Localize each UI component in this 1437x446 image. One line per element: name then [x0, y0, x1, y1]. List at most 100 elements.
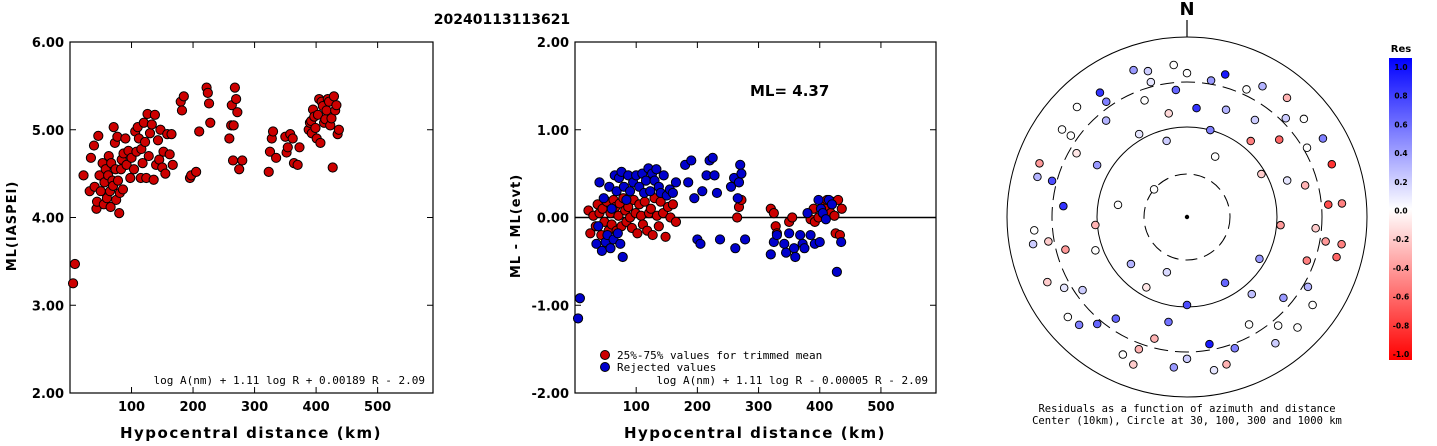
- data-point: [670, 177, 682, 188]
- data-point: [735, 159, 746, 170]
- station-residual-point: [1072, 148, 1081, 158]
- colorbar-gradient: [1389, 58, 1412, 360]
- polar-caption-line2: Center (10km), Circle at 30, 100, 300 an…: [1032, 415, 1342, 427]
- data-point: [795, 229, 806, 241]
- data-point: [611, 186, 622, 197]
- station-residual-point: [1118, 350, 1128, 359]
- station-residual-point: [1033, 172, 1042, 182]
- panel1-xtick-label: 500: [364, 400, 391, 415]
- station-residual-point: [1169, 60, 1178, 70]
- data-point: [667, 187, 678, 199]
- colorbar-tick-label: 0.4: [1394, 149, 1407, 158]
- data-point: [574, 293, 585, 304]
- station-residual-point: [1332, 252, 1341, 262]
- data-point: [621, 194, 632, 206]
- station-residual-point: [1271, 338, 1280, 348]
- panel1-frame: [69, 41, 434, 394]
- data-point: [271, 152, 282, 163]
- data-point: [711, 187, 723, 199]
- data-point: [670, 216, 682, 227]
- data-point: [799, 243, 810, 254]
- data-point: [820, 214, 831, 225]
- data-point: [836, 203, 847, 214]
- panel2-ml-annotation: ML= 4.37: [750, 82, 829, 100]
- panel2-xtick-label: 500: [867, 400, 894, 415]
- data-point: [596, 245, 608, 256]
- data-point: [725, 181, 737, 192]
- data-point: [294, 142, 305, 153]
- data-point: [205, 117, 216, 128]
- data-point: [333, 124, 344, 135]
- station-residual-point: [1113, 200, 1123, 210]
- data-point: [765, 249, 776, 260]
- station-residual-point: [1091, 246, 1100, 255]
- data-point: [139, 136, 151, 148]
- data-point: [114, 208, 125, 219]
- panel1-ytick-label: 3.00: [32, 299, 64, 314]
- panel1-ytick-label: 5.00: [32, 124, 64, 139]
- data-point: [202, 87, 213, 98]
- north-label: N: [1179, 0, 1194, 20]
- station-residual-point: [1220, 278, 1230, 288]
- station-residual-point: [1140, 96, 1149, 105]
- colorbar-tick-label: 0.6: [1394, 120, 1407, 129]
- station-residual-point: [1206, 76, 1216, 85]
- station-residual-point: [1302, 256, 1312, 265]
- data-point: [805, 229, 816, 241]
- panel2-xtick-label: 300: [745, 400, 772, 415]
- station-residual-point: [1092, 319, 1102, 329]
- legend-marker-trimmed: [600, 350, 610, 360]
- data-point: [660, 231, 671, 242]
- station-residual-point: [1337, 240, 1346, 249]
- station-residual-point: [1182, 68, 1192, 78]
- data-point: [605, 243, 616, 254]
- data-point: [78, 170, 89, 181]
- data-point: [237, 155, 248, 166]
- panel2-xtick-label: 400: [806, 400, 833, 415]
- station-residual-point: [1282, 176, 1292, 185]
- panel1-xtick-label: 100: [118, 400, 145, 415]
- panel2-xtick-label: 100: [623, 400, 650, 415]
- data-point: [695, 238, 706, 249]
- data-point: [331, 100, 342, 111]
- data-point: [93, 130, 104, 141]
- data-point: [67, 278, 79, 289]
- data-point: [312, 109, 324, 120]
- station-residual-point: [1209, 365, 1219, 375]
- station-residual-point: [1142, 283, 1151, 292]
- data-point: [624, 186, 636, 197]
- panel1-xlabel: Hypocentral distance (km): [120, 424, 382, 441]
- station-residual-point: [1035, 159, 1044, 168]
- data-point: [788, 243, 800, 254]
- panel2-ytick-label: -1.00: [532, 299, 569, 314]
- data-point: [125, 172, 136, 184]
- data-point: [203, 98, 215, 109]
- colorbar-tick-label: 1.0: [1394, 63, 1407, 72]
- station-residual-point: [1061, 245, 1070, 254]
- station-residual-point: [1078, 285, 1087, 295]
- station-residual-point: [1063, 312, 1073, 322]
- panel2-ytick-label: 1.00: [537, 124, 569, 139]
- data-point: [229, 82, 240, 93]
- data-point: [128, 164, 140, 175]
- panel2-formula: log A(nm) + 1.11 log R - 0.00005 R - 2.0…: [656, 374, 928, 387]
- station-residual-point: [1206, 125, 1215, 135]
- data-point: [282, 142, 293, 153]
- data-point: [612, 228, 623, 239]
- data-point: [689, 193, 700, 204]
- station-residual-point: [1257, 169, 1266, 179]
- station-residual-point: [1300, 181, 1310, 190]
- station-residual-point: [1047, 176, 1057, 186]
- data-point: [164, 149, 175, 160]
- legend-label-trimmed: 25%-75% values for trimmed mean: [617, 349, 822, 362]
- station-residual-point: [1276, 220, 1285, 230]
- data-point: [121, 159, 132, 170]
- station-residual-point: [1255, 254, 1264, 264]
- data-point: [787, 212, 798, 223]
- data-point: [572, 313, 584, 324]
- colorbar-tick-label: 0.0: [1394, 207, 1407, 216]
- data-point: [826, 199, 838, 210]
- legend-label-rejected: Rejected values: [617, 361, 716, 374]
- data-point: [598, 193, 609, 204]
